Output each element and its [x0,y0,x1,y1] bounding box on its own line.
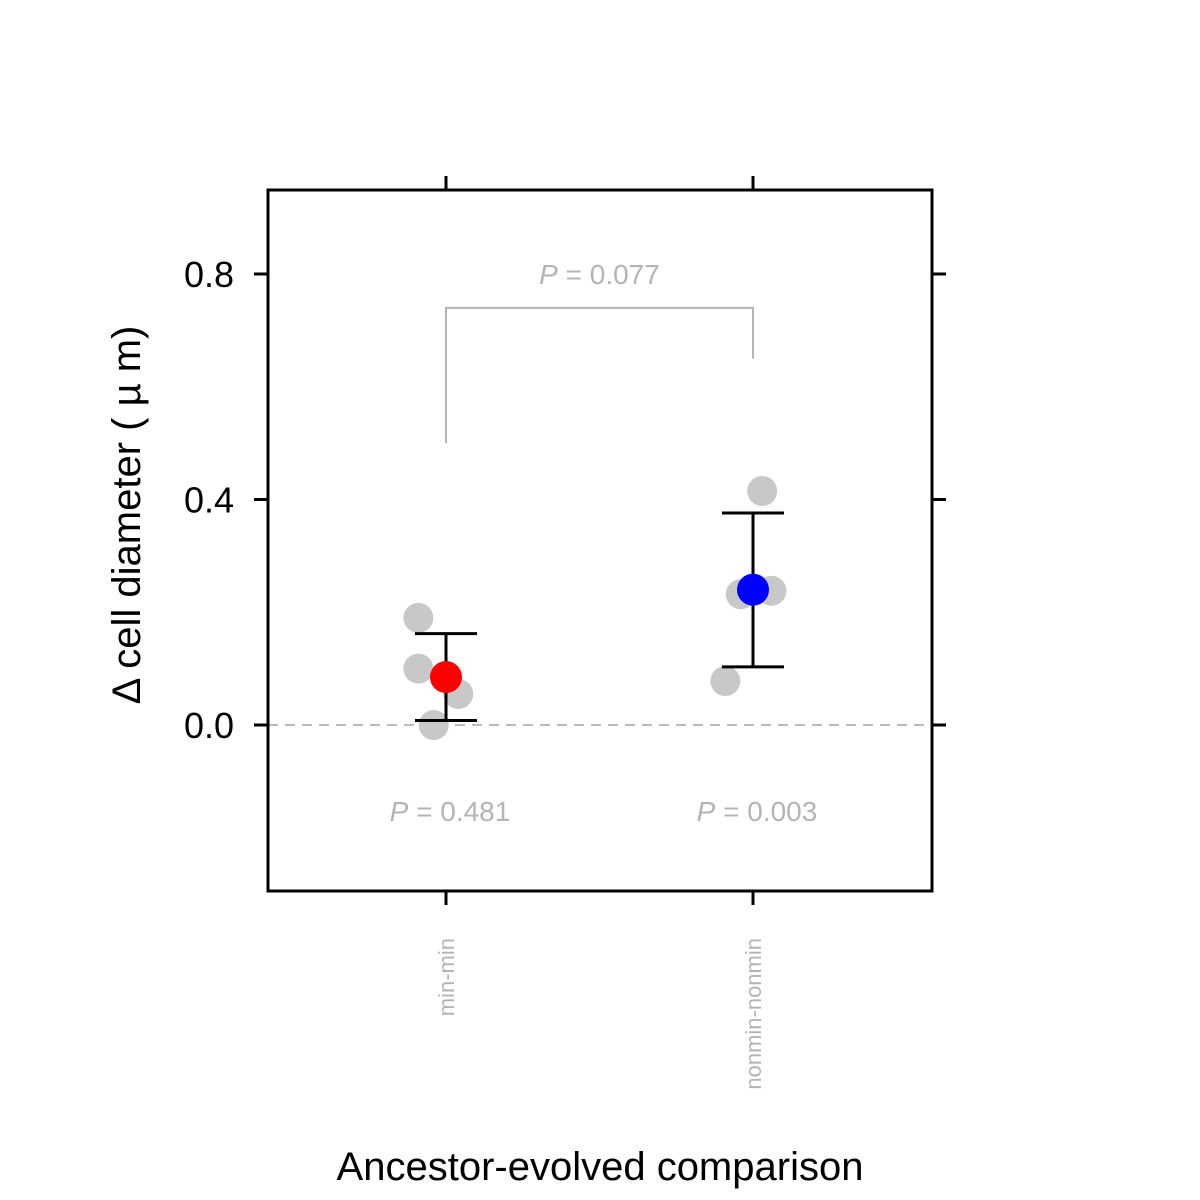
replicate-point [403,602,434,633]
y-axis-label: Δ cell diameter ( µ m) [105,326,149,705]
mean-point [737,573,769,606]
replicate-point [403,653,434,684]
y-tick-label: 0.8 [184,254,234,295]
x-tick-label: nonmin-nonmin [741,938,766,1090]
y-tick-label: 0.4 [184,480,234,521]
plot-frame [266,188,934,893]
replicate-point [747,476,778,507]
x-tick-label: min-min [434,938,459,1016]
mean-point [430,661,462,694]
comparison-bracket [445,306,754,444]
comparison-p-value: P = 0.077 [539,259,660,290]
group-p-value: P = 0.003 [697,796,818,827]
group-p-value: P = 0.481 [390,796,511,827]
x-axis-label: Ancestor-evolved comparison [337,1145,864,1189]
y-tick-label: 0.0 [184,705,234,746]
replicate-point [710,666,741,697]
replicate-point [418,710,449,740]
